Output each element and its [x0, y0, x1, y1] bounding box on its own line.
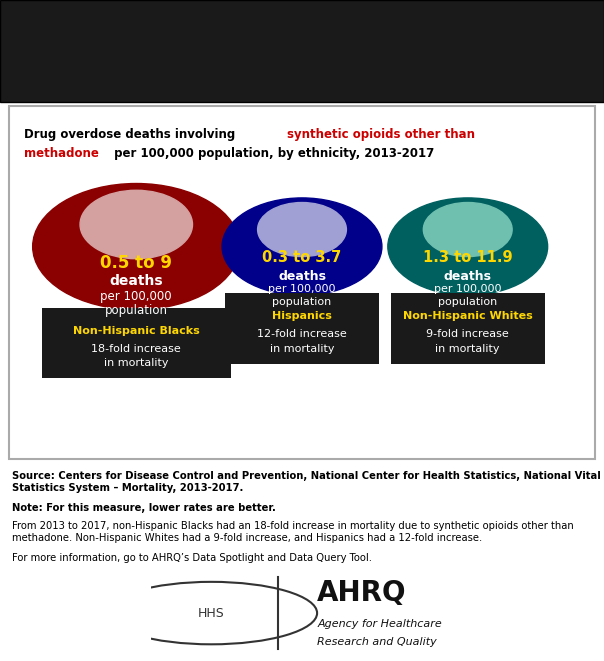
Text: Source: Centers for Disease Control and Prevention, National Center for Health S: Source: Centers for Disease Control and …: [12, 471, 601, 492]
Text: Research and Quality: Research and Quality: [317, 637, 437, 646]
Text: synthetic opioids other than: synthetic opioids other than: [288, 128, 475, 141]
Circle shape: [222, 198, 382, 295]
Text: 12-fold increase: 12-fold increase: [257, 329, 347, 339]
FancyBboxPatch shape: [391, 293, 545, 364]
Text: population: population: [104, 304, 168, 317]
Text: population: population: [438, 297, 497, 307]
Text: population: population: [272, 297, 332, 307]
Text: Non-Hispanic Whites: Non-Hispanic Whites: [403, 311, 533, 321]
Text: Note: For this measure, lower rates are better.: Note: For this measure, lower rates are …: [12, 503, 276, 513]
FancyBboxPatch shape: [42, 308, 231, 378]
Circle shape: [80, 190, 193, 258]
Text: 0.3 to 3.7: 0.3 to 3.7: [262, 250, 342, 265]
Text: deaths: deaths: [278, 270, 326, 283]
Text: 1.3 to 11.9: 1.3 to 11.9: [423, 250, 513, 265]
Text: 9-fold increase: 9-fold increase: [426, 329, 509, 339]
Circle shape: [33, 184, 240, 309]
Text: in mortality: in mortality: [104, 358, 169, 368]
Text: deaths: deaths: [444, 270, 492, 283]
Text: in mortality: in mortality: [435, 344, 500, 354]
Text: Non-Hispanic Blacks: Non-Hispanic Blacks: [73, 326, 200, 336]
Text: Hispanics: Hispanics: [272, 311, 332, 321]
Text: HHS: HHS: [198, 607, 225, 619]
Text: per 100,000: per 100,000: [268, 284, 336, 294]
Text: 0.5 to 9: 0.5 to 9: [100, 254, 172, 272]
Circle shape: [423, 202, 512, 256]
Circle shape: [258, 202, 347, 256]
Text: per 100,000 population, by ethnicity, 2013-2017: per 100,000 population, by ethnicity, 20…: [110, 147, 434, 161]
Text: 18-fold increase: 18-fold increase: [91, 344, 181, 354]
Text: Especially Among Blacks: Especially Among Blacks: [143, 71, 461, 93]
Text: Agency for Healthcare: Agency for Healthcare: [317, 619, 442, 629]
Text: methadone: methadone: [24, 147, 98, 161]
FancyBboxPatch shape: [9, 106, 595, 459]
Text: deaths: deaths: [109, 274, 163, 288]
Text: From 2013 to 2017, non-Hispanic Blacks had an 18-fold increase in mortality due : From 2013 to 2017, non-Hispanic Blacks h…: [12, 522, 574, 543]
Text: per 100,000: per 100,000: [100, 290, 172, 303]
Circle shape: [388, 198, 548, 295]
Text: per 100,000: per 100,000: [434, 284, 501, 294]
Text: in mortality: in mortality: [270, 344, 334, 354]
Text: For more information, go to AHRQ’s Data Spotlight and Data Query Tool.: For more information, go to AHRQ’s Data …: [12, 553, 372, 563]
Text: Dramatic Rise in Opioid-Related Deaths,: Dramatic Rise in Opioid-Related Deaths,: [43, 24, 561, 48]
FancyBboxPatch shape: [225, 293, 379, 364]
Text: Drug overdose deaths involving: Drug overdose deaths involving: [24, 128, 239, 141]
Text: AHRQ: AHRQ: [317, 580, 406, 607]
